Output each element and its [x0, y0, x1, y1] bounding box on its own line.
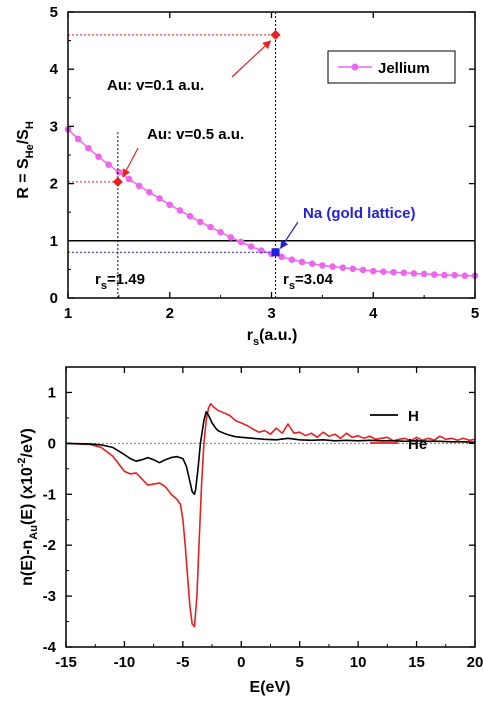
- data-point-jellium: [431, 271, 438, 278]
- label-au-05: Au: v=0.5 a.u.: [147, 126, 244, 143]
- data-point-jellium: [74, 135, 82, 143]
- x-tick-label: -5: [176, 654, 189, 671]
- data-point-jellium: [176, 207, 184, 214]
- x-axis-title: rs(a.u.): [247, 327, 298, 348]
- y-tick-label: -4: [43, 639, 57, 656]
- data-point-jellium: [247, 243, 255, 250]
- legend-label-jellium: Jellium: [378, 60, 430, 77]
- x-tick-label: 10: [350, 654, 367, 671]
- legend-box: [327, 50, 456, 84]
- x-tick-label: 1: [64, 305, 72, 322]
- data-point-jellium: [420, 270, 428, 278]
- data-point-jellium: [196, 218, 204, 226]
- y-tick-label: 0: [50, 290, 58, 307]
- data-point-jellium: [125, 175, 133, 183]
- data-point-jellium: [278, 253, 285, 261]
- data-point-jellium: [237, 238, 245, 246]
- data-point-jellium: [227, 234, 235, 241]
- y-tick-label: 3: [50, 118, 58, 135]
- data-point-jellium: [461, 272, 469, 279]
- arrow-au-05: [122, 147, 139, 178]
- x-tick-label: 5: [296, 654, 304, 671]
- x-tick-label: 20: [467, 654, 483, 671]
- data-point-jellium: [105, 161, 112, 169]
- series-line-he: [65, 402, 476, 628]
- y-axis-title: R = SHe/SH: [15, 121, 36, 199]
- data-point-jellium: [410, 270, 418, 277]
- data-point-au-05: [112, 176, 123, 187]
- data-point-jellium: [288, 256, 296, 263]
- annotation-rs-304: rs=3.04: [283, 271, 334, 292]
- data-point-jellium: [85, 144, 92, 152]
- x-tick-label: 4: [369, 305, 378, 322]
- data-point-jellium: [115, 168, 123, 176]
- x-tick-label: 0: [237, 654, 245, 671]
- data-point-jellium: [258, 247, 265, 254]
- y-tick-label: -2: [43, 537, 56, 554]
- x-tick-label: 2: [166, 305, 174, 322]
- annotation-rs-149: rs=1.49: [95, 271, 145, 292]
- panel-density-of-states: HHe-15 -10 -5 0 5 10 15 20-4-3-2-101E(eV)n(E)-n…: [16, 366, 483, 696]
- legend-label-h: H: [408, 408, 419, 425]
- arrow-au-01: [231, 40, 272, 78]
- label-au-01: Au: v=0.1 a.u.: [107, 77, 204, 94]
- data-point-jellium: [146, 188, 153, 196]
- x-tick-label: 5: [471, 305, 479, 322]
- data-point-jellium: [441, 271, 448, 279]
- y-tick-label: 5: [50, 4, 58, 21]
- data-point-au-01: [270, 29, 281, 40]
- data-point-jellium: [400, 269, 408, 277]
- x-tick-label: 3: [267, 305, 275, 322]
- y-tick-label: 2: [50, 176, 58, 193]
- data-point-jellium: [298, 258, 306, 266]
- y-tick-label: 4: [50, 61, 59, 78]
- data-point-jellium: [451, 271, 458, 279]
- data-point-jellium: [329, 263, 336, 270]
- series-line-h: [65, 411, 476, 496]
- y-tick-label: 1: [48, 384, 56, 401]
- legend: Jellium: [327, 50, 456, 84]
- data-point-jellium: [95, 153, 102, 161]
- legend-marker-jellium: [351, 63, 359, 71]
- y-axis-title: n(E)-nAu(E) (x10-2/eV): [16, 428, 40, 586]
- data-point-jellium: [339, 264, 347, 271]
- y-tick-label: 0: [48, 435, 56, 452]
- data-point-jellium: [308, 260, 316, 267]
- data-point-jellium: [319, 262, 326, 269]
- data-point-jellium: [135, 182, 143, 190]
- data-point-jellium: [380, 268, 387, 275]
- panel-jellium: Au: v=0.1 a.u. Au: v=0.5 a.u. Na (gold lat…: [15, 4, 479, 348]
- data-point-jellium: [349, 265, 357, 273]
- data-point-jellium: [369, 267, 377, 275]
- data-point-jellium: [359, 266, 367, 274]
- arrow-na: [280, 221, 299, 249]
- data-point-jellium: [217, 228, 224, 236]
- data-point-jellium: [207, 223, 214, 231]
- data-point-jellium: [156, 195, 163, 202]
- x-tick-label: -15: [55, 654, 77, 671]
- data-point-jellium: [166, 201, 174, 209]
- x-tick-label: -10: [114, 654, 136, 671]
- data-point-jellium: [186, 212, 194, 220]
- x-axis-title: E(eV): [250, 679, 291, 696]
- label-na: Na (gold lattice): [303, 205, 416, 222]
- legend: H He: [370, 408, 427, 453]
- x-tick-label: 15: [408, 654, 425, 671]
- data-point-na: [271, 248, 280, 257]
- data-point-jellium: [390, 268, 397, 276]
- y-tick-label: 1: [50, 233, 58, 250]
- legend-label-he: He: [408, 436, 427, 453]
- y-tick-label: -1: [43, 486, 56, 503]
- y-tick-label: -3: [43, 588, 56, 605]
